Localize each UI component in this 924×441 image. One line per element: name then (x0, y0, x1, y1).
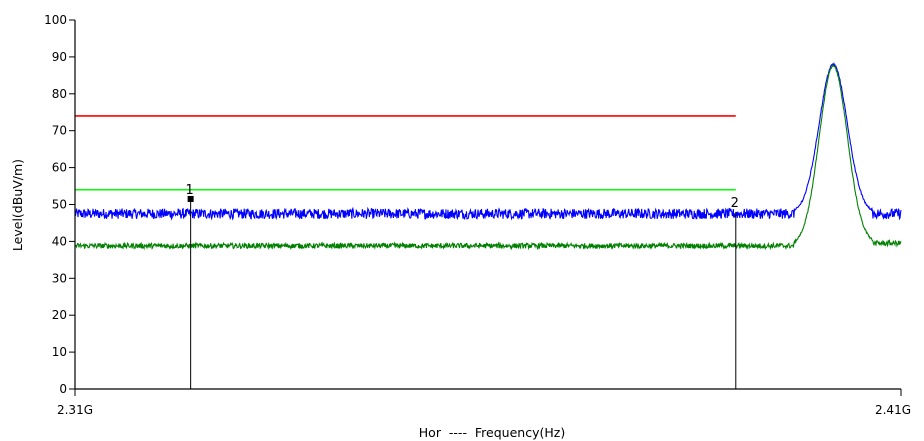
markers-layer: 12 (185, 183, 739, 389)
x-tick-label-start: 2.31G (57, 403, 93, 417)
x-tick-label-end: 2.41G (875, 403, 911, 417)
y-tick-label-30: 30 (52, 271, 67, 285)
series-trace-1 (74, 61, 902, 221)
y-tick-label-70: 70 (52, 124, 67, 138)
marker-point-1 (187, 195, 194, 202)
y-tick-label-50: 50 (52, 198, 67, 212)
traces-layer (74, 61, 902, 251)
y-tick-label-40: 40 (52, 234, 67, 248)
limit-lines-layer (75, 115, 736, 191)
x-axis-title: Hor ---- Frequency(Hz) (419, 425, 565, 440)
y-tick-label-90: 90 (52, 50, 67, 64)
y-axis-title: Level(dBuV/m) (10, 159, 25, 251)
y-tick-label-60: 60 (52, 161, 67, 175)
y-tick-label-10: 10 (52, 345, 67, 359)
marker-label-1: 1 (185, 183, 193, 198)
marker-label-2: 2 (731, 196, 739, 211)
y-ticks-layer: 0 10 20 30 40 50 60 70 80 90 100 (44, 13, 75, 396)
y-tick-label-0: 0 (59, 382, 67, 396)
y-tick-label-100: 100 (44, 13, 67, 27)
y-tick-label-20: 20 (52, 308, 67, 322)
series-trace-2 (74, 64, 902, 251)
axes-layer (74, 20, 902, 396)
y-tick-label-80: 80 (52, 87, 67, 101)
